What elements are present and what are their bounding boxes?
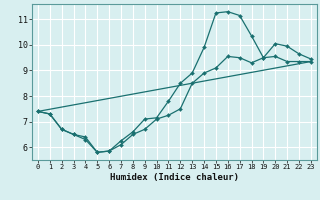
X-axis label: Humidex (Indice chaleur): Humidex (Indice chaleur): [110, 173, 239, 182]
